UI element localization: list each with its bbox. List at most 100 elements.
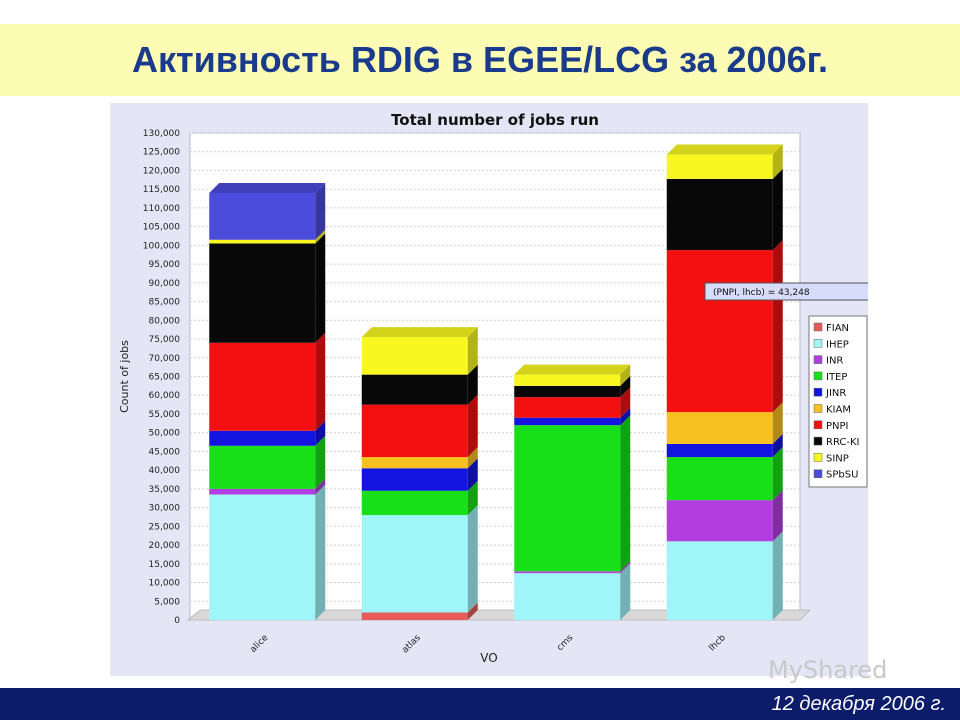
y-tick-label: 5,000 (154, 597, 180, 607)
chart-title: Total number of jobs run (391, 111, 599, 129)
bar-cms-rrc-ki (514, 385, 621, 398)
legend-swatch-spbsu (813, 469, 823, 478)
legend-label-kiam: KIAM (826, 405, 851, 416)
legend-swatch-pnpi (813, 420, 823, 430)
legend-swatch-jinr (813, 387, 823, 397)
bar-side-lhcb-ihep (772, 531, 783, 620)
y-axis-label: Count of jobs (118, 340, 131, 413)
bar-atlas-rrc-ki (361, 374, 468, 405)
footer-bar: 12 декабря 2006 г. (0, 688, 960, 720)
bar-side-cms-rrc-ki (620, 375, 631, 398)
y-tick-label: 130,000 (143, 129, 180, 139)
bar-side-lhcb-sinp (772, 144, 783, 179)
bar-side-lhcb-jinr (772, 433, 783, 458)
bar-cms-sinp (514, 374, 621, 386)
y-tick-label: 110,000 (143, 204, 180, 214)
y-tick-label: 100,000 (143, 241, 180, 251)
bar-cms-inr (514, 571, 621, 574)
legend-label-inr: INR (826, 356, 843, 367)
legend-swatch-itep (813, 371, 823, 381)
bar-alice-inr (209, 488, 316, 495)
bar-top-lhcb (666, 144, 783, 155)
bar-alice-spbsu (209, 192, 316, 240)
bar-side-alice-ihep (315, 484, 326, 620)
bar-side-lhcb-kiam (772, 402, 783, 444)
y-tick-label: 70,000 (149, 354, 181, 364)
bar-side-alice-jinr (315, 420, 326, 446)
y-tick-label: 55,000 (149, 410, 181, 420)
bar-side-cms-ihep (620, 563, 631, 620)
bar-side-cms-jinr (620, 407, 631, 426)
bar-side-alice-pnpi (315, 332, 326, 431)
bar-side-atlas-jinr (467, 458, 478, 491)
legend-swatch-sinp (813, 453, 823, 462)
bar-atlas-jinr (361, 468, 468, 491)
legend-label-jinr: JINR (825, 388, 846, 399)
bar-atlas-pnpi (361, 404, 468, 458)
bar-lhcb-itep (666, 457, 773, 501)
bar-cms-jinr (514, 417, 621, 426)
y-tick-label: 25,000 (149, 522, 181, 532)
bar-side-lhcb-pnpi (772, 240, 783, 413)
bar-atlas-kiam (361, 457, 468, 469)
legend-swatch-fian (813, 322, 823, 332)
bar-top-atlas (361, 327, 478, 338)
y-tick-label: 80,000 (149, 316, 181, 326)
y-tick-label: 125,000 (143, 148, 180, 158)
bar-side-alice-inr (315, 478, 326, 495)
bar-side-atlas-rrc-ki (467, 364, 478, 405)
y-tick-label: 35,000 (149, 485, 181, 495)
bar-side-cms-itep (620, 415, 631, 572)
bar-cms-ihep (514, 573, 621, 620)
bar-atlas-fian (361, 612, 468, 620)
legend-swatch-kiam (813, 404, 823, 413)
title-band (0, 24, 960, 96)
bar-side-cms-pnpi (620, 387, 631, 418)
bar-side-lhcb-inr (772, 490, 783, 542)
bar-side-alice-sinp (315, 229, 326, 244)
legend-swatch-rrc-ki (813, 436, 823, 446)
legend-label-sinp: SINP (826, 453, 849, 464)
x-axis-label: VO (480, 651, 497, 665)
bar-lhcb-ihep (666, 541, 773, 620)
legend-label-itep: ITEP (826, 372, 847, 383)
bar-side-atlas-fian (467, 602, 478, 620)
bar-lhcb-pnpi (666, 250, 773, 413)
bar-top-cms (514, 364, 631, 375)
y-tick-label: 50,000 (149, 429, 181, 439)
bar-side-lhcb-itep (772, 447, 783, 501)
legend-label-rrc-ki: RRC-KI (826, 437, 860, 448)
stacked-bar-chart: Total number of jobs run 0 5,000 10,000 15,0… (110, 103, 868, 676)
bar-side-alice-itep (315, 435, 326, 489)
legend-label-fian: FIAN (826, 323, 849, 334)
bar-alice-jinr (209, 430, 316, 446)
legend-swatch-ihep (813, 339, 823, 348)
slide-title: Активность RDIG в EGEE/LCG за 2006г. (131, 39, 829, 80)
legend-label-spbsu: SPbSU (826, 470, 858, 481)
legend-label-pnpi: PNPI (826, 421, 849, 432)
chart: Total number of jobs run 0 5,000 10,000 15,0… (110, 103, 868, 676)
bar-lhcb-jinr (666, 443, 773, 458)
bar-side-cms-sinp (620, 364, 631, 386)
y-tick-label: 15,000 (149, 560, 181, 570)
bar-atlas-sinp (361, 337, 468, 375)
y-tick-label: 45,000 (149, 447, 181, 457)
bar-alice-rrc-ki (209, 243, 316, 343)
bar-lhcb-sinp (666, 154, 773, 179)
watermark-text: MyShared (768, 656, 888, 684)
legend-swatch-inr (813, 355, 823, 364)
bar-atlas-ihep (361, 515, 468, 613)
y-tick-label: 30,000 (149, 504, 181, 514)
footer-date: 12 декабря 2006 г. (771, 693, 946, 715)
y-tick-label: 90,000 (149, 279, 181, 289)
bar-alice-ihep (209, 494, 316, 620)
bar-side-atlas-pnpi (467, 394, 478, 458)
bar-side-atlas-itep (467, 480, 478, 516)
bar-cms-itep (514, 425, 621, 572)
tooltip-box (704, 282, 868, 301)
bar-side-atlas-ihep (467, 505, 478, 613)
y-tick-label: 20,000 (149, 541, 181, 551)
y-tick-label: 105,000 (143, 223, 180, 233)
bar-cms-pnpi (514, 397, 621, 418)
bar-alice-itep (209, 445, 316, 489)
